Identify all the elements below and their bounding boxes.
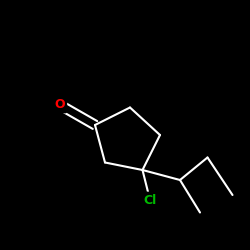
Text: O: O <box>55 98 65 112</box>
Text: Cl: Cl <box>144 194 156 206</box>
